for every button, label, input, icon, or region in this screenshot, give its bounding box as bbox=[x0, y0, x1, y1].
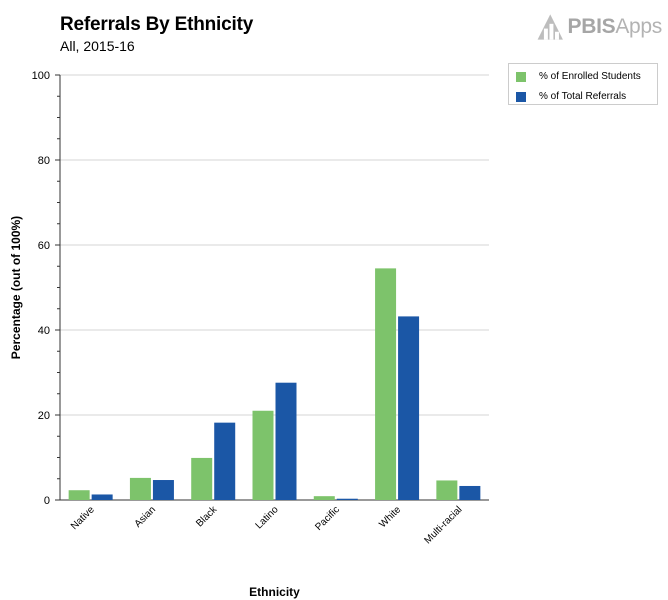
chart-subtitle: All, 2015-16 bbox=[60, 38, 135, 54]
bar-enrolled-latino bbox=[252, 410, 274, 500]
legend-label-enrolled: % of Enrolled Students bbox=[539, 71, 641, 82]
y-axis-title: Percentage (out of 100%) bbox=[9, 216, 23, 359]
legend-item-enrolled: % of Enrolled Students bbox=[516, 71, 641, 82]
bar-referrals-multi-racial bbox=[459, 485, 481, 500]
logo-text-strong: PBIS bbox=[567, 15, 616, 38]
bar-referrals-native bbox=[91, 494, 113, 500]
logo-text-light: Apps bbox=[615, 15, 662, 38]
x-tick-label: Black bbox=[194, 504, 220, 530]
y-tick-label: 80 bbox=[38, 155, 50, 167]
logo-text: PBISApps bbox=[568, 15, 663, 39]
legend-item-referrals: % of Total Referrals bbox=[516, 91, 626, 102]
y-tick-label: 60 bbox=[38, 240, 50, 252]
bar-enrolled-native bbox=[68, 490, 90, 500]
bar-enrolled-multi-racial bbox=[436, 480, 458, 500]
bar-referrals-latino bbox=[275, 382, 297, 500]
x-tick-label: Asian bbox=[133, 504, 158, 529]
bar-referrals-asian bbox=[152, 480, 174, 500]
x-tick-label: White bbox=[377, 504, 403, 530]
bar-referrals-black bbox=[214, 422, 236, 500]
x-tick-label: Native bbox=[69, 504, 97, 532]
y-tick-label: 100 bbox=[32, 70, 50, 82]
bar-enrolled-black bbox=[191, 457, 213, 500]
bar-referrals-white bbox=[398, 316, 420, 500]
x-tick-label: Latino bbox=[254, 504, 281, 531]
bar-referrals-pacific bbox=[336, 498, 358, 500]
x-axis-title: Ethnicity bbox=[249, 585, 300, 599]
y-tick-label: 0 bbox=[44, 495, 50, 507]
legend-swatch-referrals bbox=[516, 91, 526, 102]
x-tick-label: Multi-racial bbox=[423, 504, 465, 546]
chart-title: Referrals By Ethnicity bbox=[60, 14, 254, 35]
legend-swatch-enrolled bbox=[516, 71, 526, 82]
x-tick-label: Pacific bbox=[313, 504, 342, 533]
bar-enrolled-white bbox=[375, 268, 397, 500]
y-tick-label: 40 bbox=[38, 325, 50, 337]
bar-enrolled-pacific bbox=[313, 496, 335, 500]
y-tick-label: 20 bbox=[38, 410, 50, 422]
pbis-triangle-icon bbox=[537, 14, 563, 40]
chart-legend: % of Enrolled Students % of Total Referr… bbox=[508, 63, 658, 105]
legend-label-referrals: % of Total Referrals bbox=[539, 91, 627, 102]
bar-enrolled-asian bbox=[129, 477, 151, 500]
pbisapps-logo: PBISApps bbox=[536, 8, 662, 46]
